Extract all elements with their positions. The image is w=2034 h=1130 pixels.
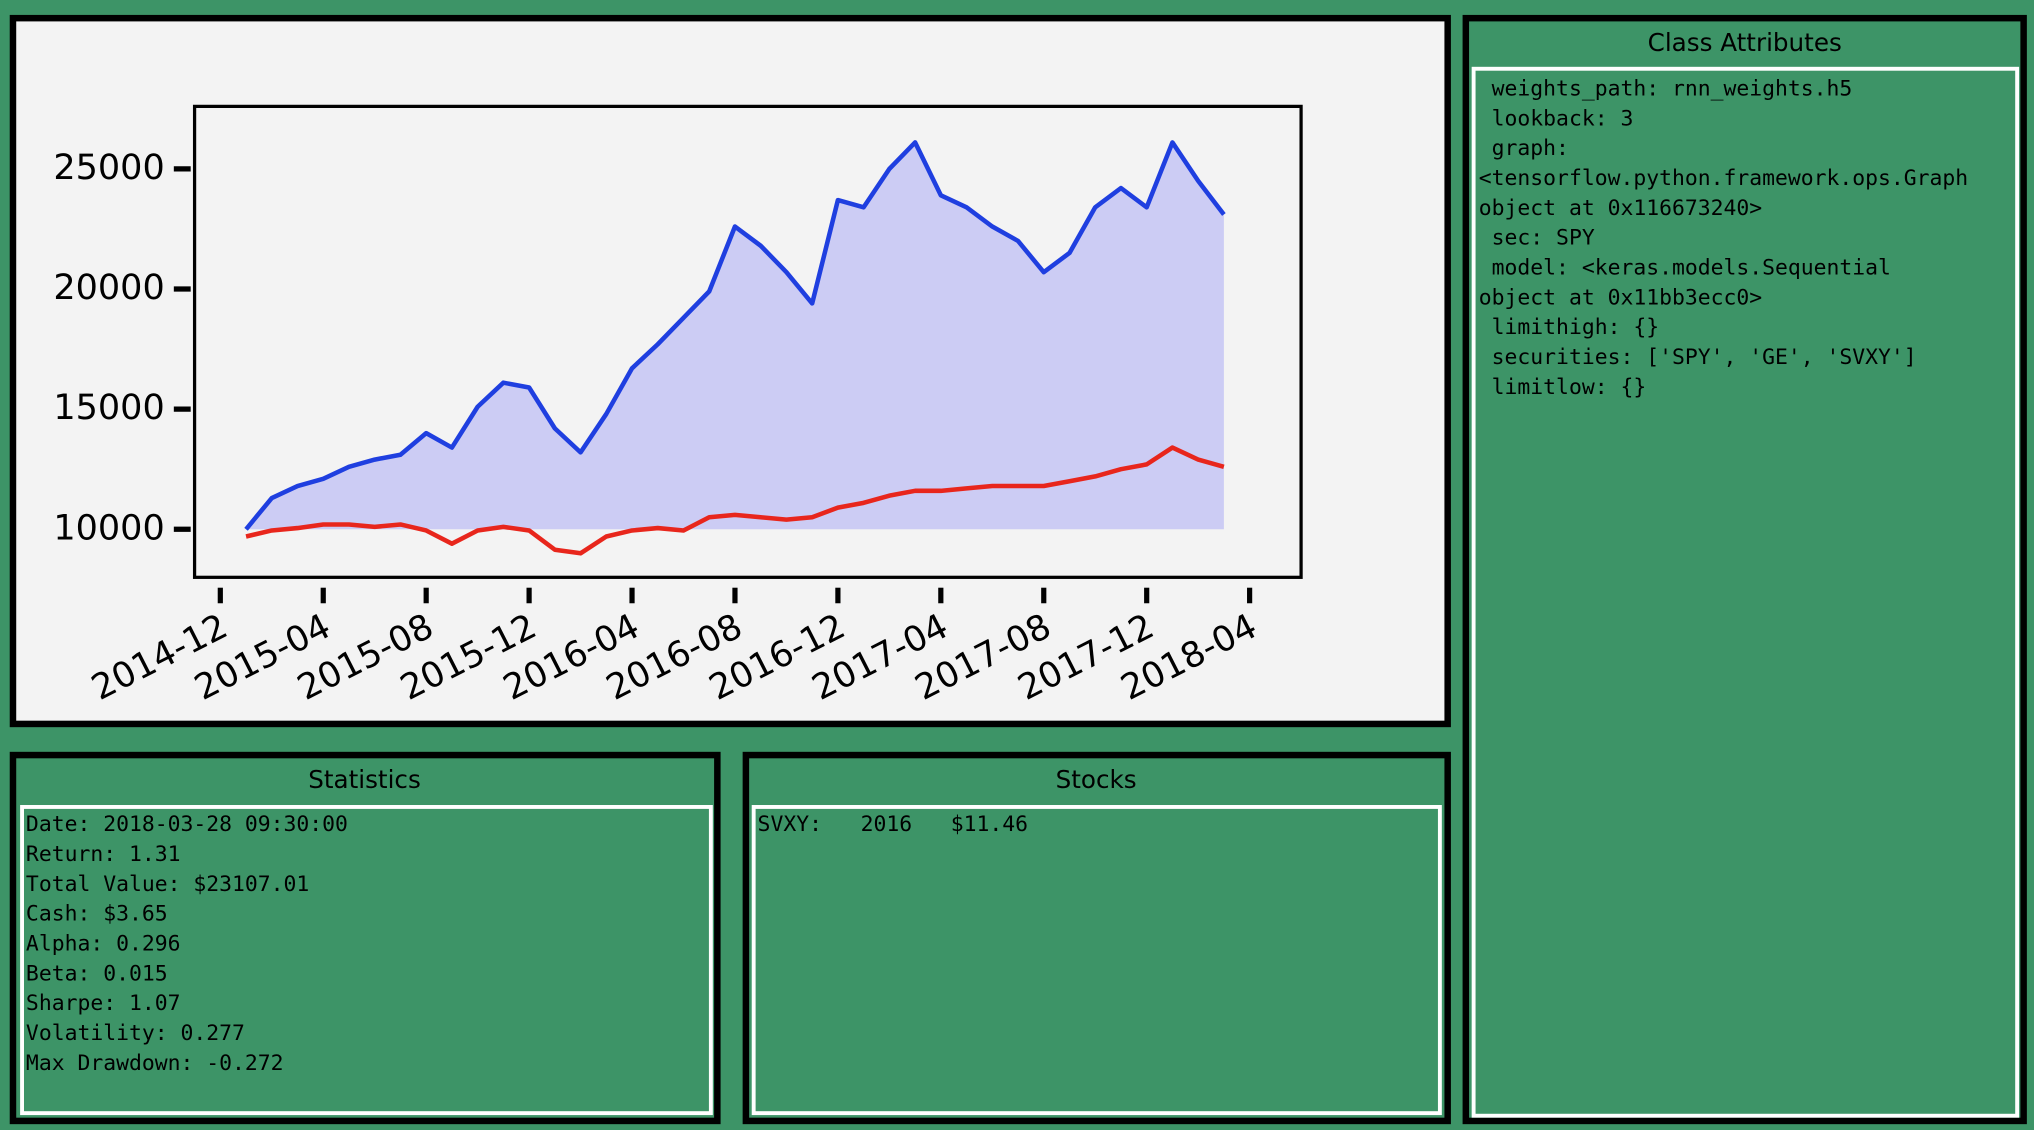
y-tick-label: 10000 [53, 507, 164, 548]
class-attribute-line: object at 0x11bb3ecc0> [1479, 285, 1762, 310]
statistics-line: Total Value: $23107.01 [26, 872, 309, 897]
class-attribute-line: limitlow: {} [1479, 375, 1646, 400]
class-attribute-line: limithigh: {} [1479, 315, 1659, 340]
stock-line: SVXY: 2016 $11.46 [758, 812, 1028, 837]
class-attribute-line: securities: ['SPY', 'GE', 'SVXY'] [1479, 345, 1917, 370]
plot-frame [192, 104, 1303, 579]
class-attributes-title: Class Attributes [1648, 28, 1842, 57]
statistics-title: Statistics [308, 765, 421, 794]
class-attribute-line: graph: [1479, 136, 1569, 161]
statistics-line: Return: 1.31 [26, 842, 181, 867]
class-attribute-line: object at 0x116673240> [1479, 196, 1762, 221]
class-attributes-box [1471, 66, 2020, 1118]
statistics-line: Volatility: 0.277 [26, 1021, 245, 1046]
line [244, 140, 1226, 531]
statistics-line: Cash: $3.65 [26, 902, 168, 927]
class-attribute-line: <tensorflow.python.framework.ops.Graph [1479, 166, 1968, 191]
statistics-line: Beta: 0.015 [26, 961, 168, 986]
stocks-title: Stocks [1056, 765, 1137, 794]
statistics-line: Max Drawdown: -0.272 [26, 1051, 284, 1076]
y-tick-label: 20000 [53, 267, 164, 308]
class-attribute-line: model: <keras.models.Sequential [1479, 256, 1891, 281]
statistics-line: Alpha: 0.296 [26, 931, 181, 956]
y-tick-label: 15000 [53, 387, 164, 428]
y-tick-label: 25000 [53, 147, 164, 188]
stocks-box [751, 805, 1442, 1116]
class-attribute-line: weights_path: rnn_weights.h5 [1479, 77, 1852, 102]
class-attribute-line: lookback: 3 [1479, 106, 1634, 131]
area [246, 142, 1224, 530]
chart: 100001500020000250002014-122015-042015-0… [53, 104, 1303, 709]
class-attribute-line: sec: SPY [1479, 226, 1595, 251]
statistics-line: Sharpe: 1.07 [26, 991, 181, 1016]
statistics-box [20, 805, 713, 1116]
line [245, 445, 1225, 556]
statistics-line: Date: 2018-03-28 09:30:00 [26, 812, 348, 837]
